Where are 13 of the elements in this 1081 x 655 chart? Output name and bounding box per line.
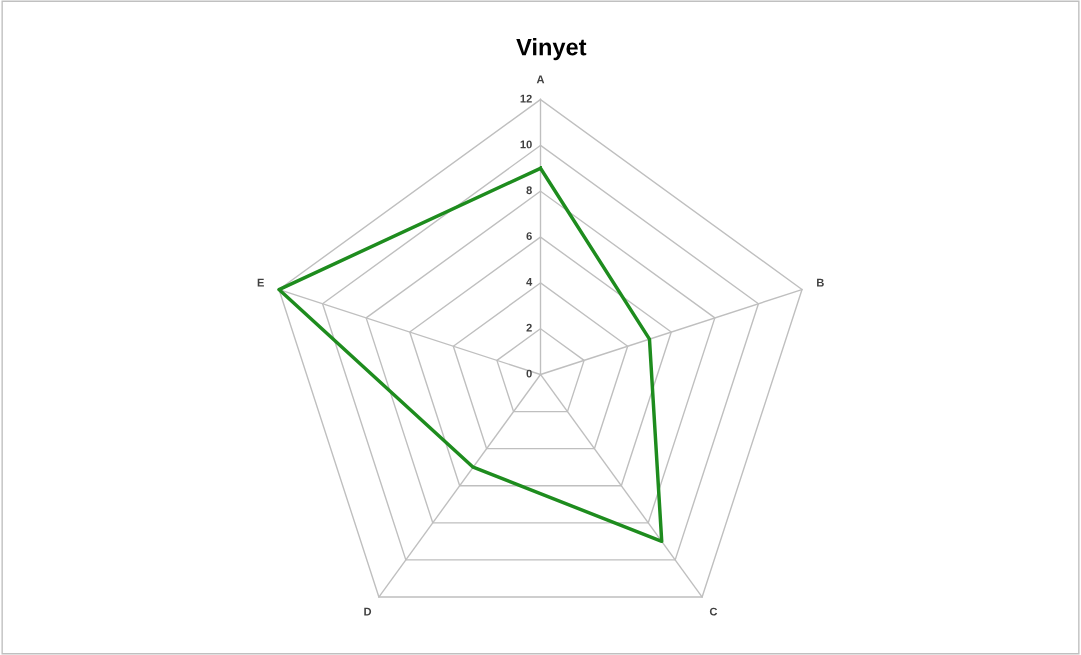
y-tick-label: 10 [520,140,532,149]
spoke-label: A [536,75,545,84]
y-tick-label: 4 [526,278,533,286]
chart-title: Vinyet [516,38,587,61]
spoke-label: C [709,607,718,616]
y-tick-label: 12 [520,94,532,103]
spoke-label: E [257,278,264,287]
y-tick-label: 8 [526,186,532,195]
spoke-label: D [364,607,372,616]
y-tick-label: 6 [526,232,532,241]
y-tick-label: 0 [526,369,532,378]
y-tick-label: 2 [526,323,532,332]
spoke-label: B [817,278,824,287]
